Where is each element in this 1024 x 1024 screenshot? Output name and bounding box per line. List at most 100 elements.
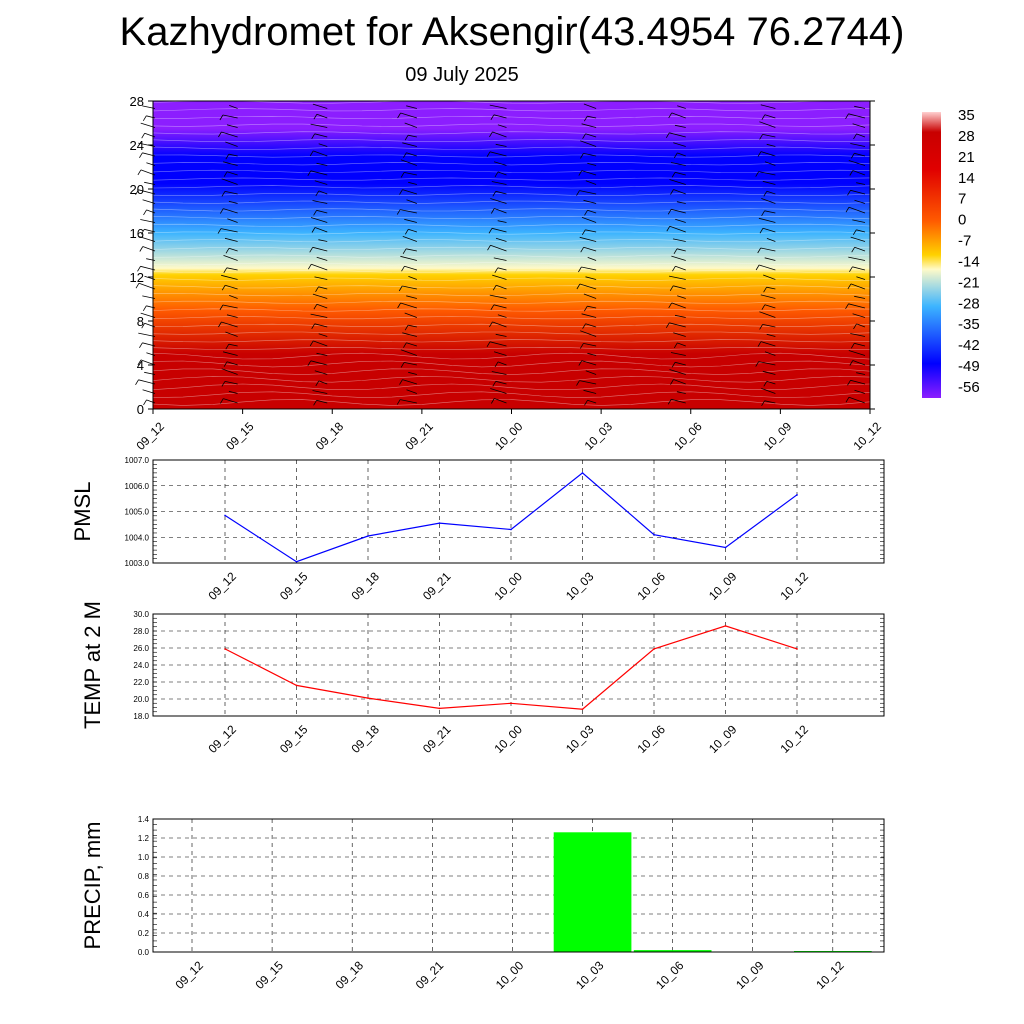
wind-barb: [497, 314, 507, 318]
wind-barb: [312, 293, 328, 299]
wind-barb-flag: [313, 400, 317, 406]
wind-barb-flag: [761, 304, 766, 310]
wind-barb: [850, 189, 866, 195]
x-tick-label: 10_03: [563, 722, 597, 756]
wind-barb: [310, 170, 328, 176]
wind-barb: [761, 388, 776, 394]
wind-barb-flag: [219, 208, 224, 214]
wind-barb-flag: [219, 114, 224, 121]
wind-barb: [138, 379, 156, 385]
wind-barb: [852, 266, 866, 271]
wind-barb-flag: [757, 247, 762, 254]
wind-barb: [579, 380, 597, 385]
wind-barb: [579, 283, 597, 290]
wind-barb: [766, 380, 776, 385]
wind-barb-flag: [583, 115, 588, 122]
wind-barb: [583, 343, 597, 347]
wind-barb: [848, 160, 866, 166]
y-tick-label: 1.2: [138, 834, 150, 843]
wind-barb: [497, 171, 507, 176]
wind-barb: [146, 399, 156, 404]
y-axis-label: PMSL: [70, 482, 95, 542]
wind-barb: [758, 264, 776, 271]
wind-barb: [312, 390, 328, 394]
wind-barb: [493, 257, 507, 261]
wind-barb: [310, 217, 328, 223]
x-tick-label: 10_00: [493, 958, 527, 992]
wind-barb: [848, 206, 866, 214]
x-tick-label: 09_12: [133, 419, 167, 453]
y-tick-label: 1006.0: [125, 482, 150, 491]
wind-barb: [766, 333, 776, 337]
wind-barb: [856, 323, 866, 328]
wind-barb-flag: [311, 133, 316, 140]
wind-barb: [491, 181, 507, 185]
wind-barb-flag: [492, 284, 497, 291]
wind-barb: [402, 379, 417, 385]
wind-barb-flag: [397, 302, 401, 309]
wind-barb-flag: [580, 153, 584, 159]
wind-barb: [224, 191, 238, 195]
wind-barb-flag: [399, 189, 403, 195]
wind-barb: [585, 229, 597, 233]
wind-barb: [759, 311, 776, 318]
wind-barb: [760, 341, 776, 347]
wind-barb-flag: [669, 285, 674, 292]
wind-barb: [583, 153, 597, 157]
wind-barb: [138, 189, 156, 195]
wind-barb: [146, 162, 156, 166]
wind-barb-flag: [217, 228, 222, 234]
wind-barb: [223, 161, 238, 166]
x-tick-label: 10_03: [563, 569, 597, 603]
wind-barb: [318, 239, 328, 242]
data-point: [438, 522, 441, 524]
wind-barb: [316, 113, 328, 119]
wind-barb-flag: [670, 379, 674, 385]
wind-barb-flag: [759, 227, 764, 234]
wind-barb: [766, 286, 776, 290]
wind-barb: [146, 305, 156, 309]
y-tick-label: 1007.0: [125, 456, 150, 465]
wind-barb: [226, 124, 238, 128]
wind-barb-flag: [755, 171, 760, 177]
wind-barb: [489, 151, 507, 157]
wind-barb: [580, 140, 597, 147]
wind-barb: [313, 340, 328, 347]
wind-barb: [676, 248, 686, 252]
y-tick-label: 0.4: [138, 910, 150, 919]
wind-barb-flag: [143, 209, 147, 216]
colorbar-tick-label: 35: [958, 107, 975, 124]
wind-barb-flag: [490, 208, 495, 214]
wind-barb: [400, 159, 418, 166]
wind-barb: [404, 218, 417, 223]
data-point: [510, 702, 512, 705]
wind-barb-flag: [141, 132, 146, 139]
wind-barb: [758, 217, 776, 223]
wind-barb-flag: [223, 171, 228, 177]
wind-barb: [490, 388, 507, 394]
wind-barb: [677, 295, 686, 299]
wind-barb: [490, 198, 507, 204]
data-point: [510, 528, 512, 531]
wind-barb: [489, 104, 507, 109]
wind-barb-flag: [137, 266, 141, 272]
data-point: [438, 707, 441, 710]
wind-barb: [854, 105, 866, 109]
wind-barb: [316, 303, 328, 309]
wind-barb: [852, 170, 866, 176]
panel-frame: [152, 459, 885, 564]
wind-barb-flag: [309, 247, 314, 253]
wind-barb: [669, 369, 686, 375]
wind-barb: [402, 236, 418, 242]
x-tick-label: 10_03: [573, 958, 607, 992]
wind-barb-flag: [853, 133, 857, 140]
precip-bar: [633, 950, 712, 952]
wind-barb: [492, 321, 507, 328]
wind-barb: [673, 379, 686, 385]
y-axis-label: PRECIP, mm: [80, 822, 105, 950]
wind-barb: [491, 227, 507, 233]
wind-barb-flag: [225, 153, 230, 160]
wind-barb-flag: [492, 191, 497, 197]
wind-barb: [222, 304, 238, 309]
wind-barb: [676, 201, 686, 204]
